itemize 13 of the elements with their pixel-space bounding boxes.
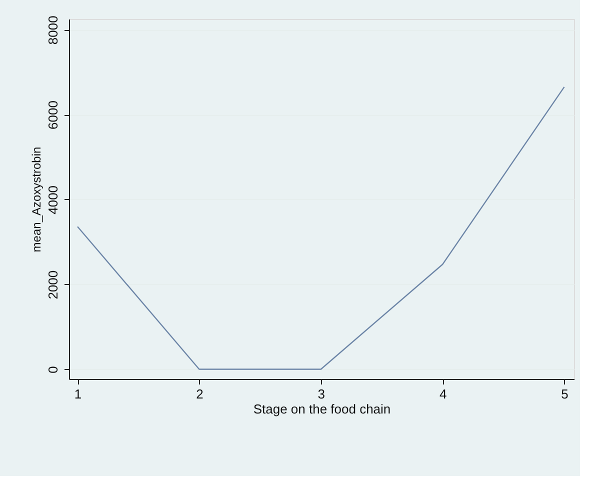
y-tick-label: 4000 (46, 185, 60, 214)
y-tick-label: 2000 (46, 270, 60, 300)
x-tick-label: 5 (561, 386, 568, 402)
x-tick-label: 4 (439, 386, 447, 402)
y-tick-label: 6000 (46, 100, 60, 130)
y-tick-label: 8000 (46, 16, 60, 45)
x-tick-label: 3 (318, 386, 326, 402)
y-axis-title: mean_Azoxystrobin (30, 146, 44, 252)
x-tick-label: 2 (196, 386, 204, 402)
line-series (76, 86, 565, 370)
y-tick-label: 0 (46, 366, 60, 374)
x-tick-label: 1 (74, 386, 82, 402)
x-axis-title: Stage on the food chain (253, 402, 391, 416)
